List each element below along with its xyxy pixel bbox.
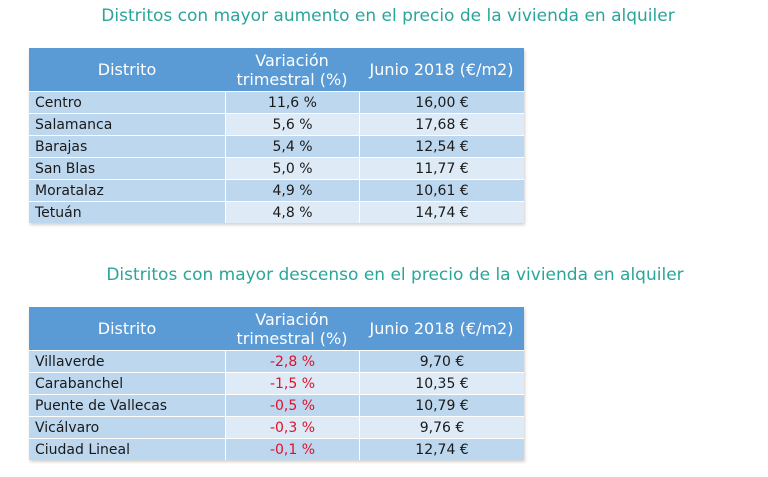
price-cell: 9,76 € — [359, 416, 524, 438]
table-row: Tetuán 4,8 % 14,74 € — [29, 201, 524, 223]
increase-table: Distrito Variación trimestral (%) Junio … — [29, 48, 524, 223]
table-row: Moratalaz 4,9 % 10,61 € — [29, 179, 524, 201]
header-price: Junio 2018 (€/m2) — [359, 48, 524, 91]
table-row: Salamanca 5,6 % 17,68 € — [29, 113, 524, 135]
price-cell: 11,77 € — [359, 157, 524, 179]
district-cell: Carabanchel — [29, 372, 225, 394]
district-cell: Villaverde — [29, 350, 225, 372]
variation-cell: -0,3 % — [225, 416, 359, 438]
variation-cell: -1,5 % — [225, 372, 359, 394]
district-cell: Vicálvaro — [29, 416, 225, 438]
decrease-title: Distritos con mayor descenso en el preci… — [106, 265, 684, 285]
increase-title: Distritos con mayor aumento en el precio… — [101, 6, 675, 26]
variation-cell: -0,1 % — [225, 438, 359, 460]
table-row: Villaverde -2,8 % 9,70 € — [29, 350, 524, 372]
variation-cell: 11,6 % — [225, 91, 359, 113]
district-cell: Moratalaz — [29, 179, 225, 201]
price-cell: 10,79 € — [359, 394, 524, 416]
variation-cell: 4,8 % — [225, 201, 359, 223]
price-cell: 10,35 € — [359, 372, 524, 394]
price-cell: 12,74 € — [359, 438, 524, 460]
header-district: Distrito — [29, 307, 225, 350]
price-cell: 16,00 € — [359, 91, 524, 113]
table-row: Centro 11,6 % 16,00 € — [29, 91, 524, 113]
price-cell: 10,61 € — [359, 179, 524, 201]
header-price: Junio 2018 (€/m2) — [359, 307, 524, 350]
price-cell: 12,54 € — [359, 135, 524, 157]
variation-cell: 5,0 % — [225, 157, 359, 179]
variation-cell: -2,8 % — [225, 350, 359, 372]
price-cell: 17,68 € — [359, 113, 524, 135]
district-cell: Centro — [29, 91, 225, 113]
table-row: Vicálvaro -0,3 % 9,76 € — [29, 416, 524, 438]
district-cell: San Blas — [29, 157, 225, 179]
district-cell: Puente de Vallecas — [29, 394, 225, 416]
table-row: San Blas 5,0 % 11,77 € — [29, 157, 524, 179]
table-row: Carabanchel -1,5 % 10,35 € — [29, 372, 524, 394]
price-cell: 9,70 € — [359, 350, 524, 372]
price-cell: 14,74 € — [359, 201, 524, 223]
variation-cell: 4,9 % — [225, 179, 359, 201]
header-variation: Variación trimestral (%) — [225, 307, 359, 350]
table-row: Barajas 5,4 % 12,54 € — [29, 135, 524, 157]
variation-cell: 5,6 % — [225, 113, 359, 135]
table-row: Ciudad Lineal -0,1 % 12,74 € — [29, 438, 524, 460]
district-cell: Barajas — [29, 135, 225, 157]
district-cell: Tetuán — [29, 201, 225, 223]
district-cell: Salamanca — [29, 113, 225, 135]
table-header-row: Distrito Variación trimestral (%) Junio … — [29, 307, 524, 350]
decrease-table: Distrito Variación trimestral (%) Junio … — [29, 307, 524, 460]
table-row: Puente de Vallecas -0,5 % 10,79 € — [29, 394, 524, 416]
variation-cell: -0,5 % — [225, 394, 359, 416]
header-district: Distrito — [29, 48, 225, 91]
table-header-row: Distrito Variación trimestral (%) Junio … — [29, 48, 524, 91]
district-cell: Ciudad Lineal — [29, 438, 225, 460]
header-variation: Variación trimestral (%) — [225, 48, 359, 91]
variation-cell: 5,4 % — [225, 135, 359, 157]
